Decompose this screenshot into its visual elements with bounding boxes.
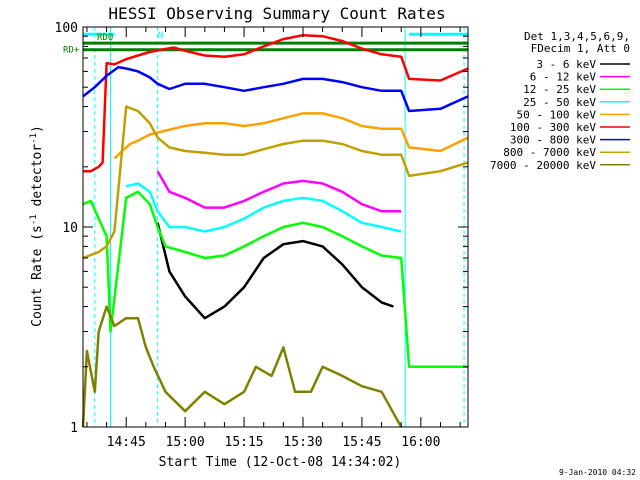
series-line-6-12-kev [156,170,402,213]
y-axis-label-tail: detector [30,144,45,215]
y-axis-label-sup2: -1 [29,133,39,144]
x-axis: 14:45 15:00 15:15 15:30 15:45 16:00 [86,27,461,450]
flag-label-rd0: RD0 [97,33,113,43]
legend: Det 1,3,4,5,6,9, FDecim 1, Att 0 3 - 6 k… [490,30,630,172]
footer-timestamp: 9-Jan-2010 04:32 [559,468,636,477]
observing-flags: N RD0 RD+ [63,31,468,56]
x-tick-label-15-30: 15:30 [283,435,322,450]
y-axis: 1 10 100 [55,21,468,436]
y-axis-label-sup: -1 [29,214,39,225]
legend-label-12-25-kev: 12 - 25 keV [523,83,596,96]
series-line-25-50-kev [125,182,402,233]
chart-title: HESSI Observing Summary Count Rates [108,4,445,23]
legend-label-50-100-kev: 50 - 100 keV [517,108,597,121]
x-tick-label-15-45: 15:45 [342,435,381,450]
series-line-3-6-kev [156,222,394,320]
y-tick-label-100: 100 [55,21,78,36]
x-tick-label-16-00: 16:00 [401,435,440,450]
legend-label-25-50-kev: 25 - 50 keV [523,96,596,109]
x-tick-label-14-45: 14:45 [107,435,146,450]
legend-label-300-800-kev: 300 - 800 keV [510,134,596,147]
series-line-50-100-kev [113,112,469,160]
legend-label-6-12-kev: 6 - 12 keV [530,71,597,84]
x-tick-label-15-00: 15:00 [166,435,205,450]
y-tick-label-10: 10 [62,221,78,236]
series-line-7000-20000-kev [81,305,403,428]
x-axis-label: Start Time (12-Oct-08 14:34:02) [159,455,402,470]
legend-header-line-1: Det 1,3,4,5,6,9, [524,30,630,43]
legend-label-800-7000-kev: 800 - 7000 keV [503,146,596,159]
series-layer [81,33,469,428]
legend-label-100-300-kev: 100 - 300 keV [510,121,596,134]
y-axis-label-main: Count Rate (s [30,225,45,327]
x-tick-label-15-15: 15:15 [225,435,264,450]
legend-label-7000-20000-kev: 7000 - 20000 keV [490,159,596,172]
y-tick-label-1: 1 [70,421,78,436]
y-axis-label: Count Rate (s-1 detector-1) [29,125,45,327]
y-axis-label-end: ) [30,125,45,133]
series-line-100-300-kev [83,33,469,173]
series-line-300-800-kev [82,65,469,113]
flag-label-rdplus: RD+ [63,46,80,56]
series-line-12-25-kev [82,190,468,369]
series-line-800-7000-kev [82,105,469,260]
legend-label-3-6-kev: 3 - 6 keV [536,58,596,71]
flag-label-n: N [158,31,163,41]
legend-header-line-2: FDecim 1, Att 0 [531,42,630,55]
